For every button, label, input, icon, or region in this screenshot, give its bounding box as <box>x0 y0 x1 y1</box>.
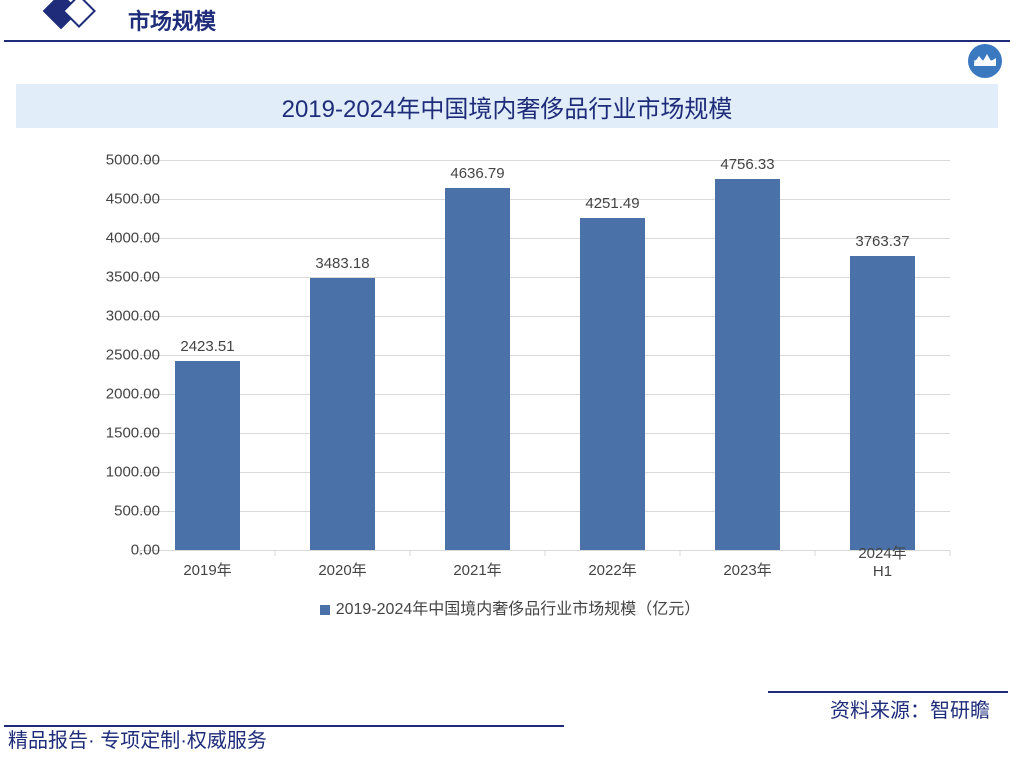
x-axis-label: 2022年 <box>588 559 636 580</box>
bar-value-label: 4756.33 <box>678 156 818 173</box>
y-tick-label: 0.00 <box>70 542 160 559</box>
footer-tagline: 精品报告· 专项定制·权威服务 <box>8 724 267 753</box>
bar <box>580 218 645 550</box>
bar <box>175 361 240 550</box>
bar <box>850 256 915 550</box>
brand-badge-icon <box>968 44 1002 78</box>
data-source: 资料来源：智研瞻 <box>830 694 990 723</box>
header-diamond-icon <box>28 0 106 43</box>
y-tick-label: 5000.00 <box>70 152 160 169</box>
y-tick-label: 500.00 <box>70 503 160 520</box>
legend-swatch <box>320 605 330 615</box>
y-tick-label: 4000.00 <box>70 230 160 247</box>
y-tick-label: 4500.00 <box>70 191 160 208</box>
x-axis-label: 2019年 <box>183 559 231 580</box>
legend-label: 2019-2024年中国境内奢侈品行业市场规模（亿元） <box>336 601 701 618</box>
bar-value-label: 4636.79 <box>408 165 548 182</box>
footer-rule-right <box>768 691 1008 693</box>
bar <box>310 278 375 550</box>
bar-value-label: 4251.49 <box>543 195 683 212</box>
x-axis-label: 2020年 <box>318 559 366 580</box>
bar-value-label: 3483.18 <box>273 255 413 272</box>
y-tick-label: 2500.00 <box>70 347 160 364</box>
x-axis-label: 2021年 <box>453 559 501 580</box>
section-title: 市场规模 <box>128 4 216 36</box>
y-tick-label: 1500.00 <box>70 425 160 442</box>
bar-value-label: 3763.37 <box>813 233 953 250</box>
x-axis-label: 2024年H1 <box>849 542 917 580</box>
chart-title: 2019-2024年中国境内奢侈品行业市场规模 <box>282 89 733 124</box>
bar <box>715 179 780 550</box>
y-tick-label: 3500.00 <box>70 269 160 286</box>
x-axis-label: 2023年 <box>723 559 771 580</box>
bar-chart: 2423.513483.184636.794251.494756.333763.… <box>40 150 980 630</box>
y-tick-label: 2000.00 <box>70 386 160 403</box>
y-tick-label: 1000.00 <box>70 464 160 481</box>
bar <box>445 188 510 550</box>
chart-title-band: 2019-2024年中国境内奢侈品行业市场规模 <box>16 84 998 128</box>
header-rule <box>4 40 1010 42</box>
chart-legend: 2019-2024年中国境内奢侈品行业市场规模（亿元） <box>40 595 980 619</box>
y-tick-label: 3000.00 <box>70 308 160 325</box>
